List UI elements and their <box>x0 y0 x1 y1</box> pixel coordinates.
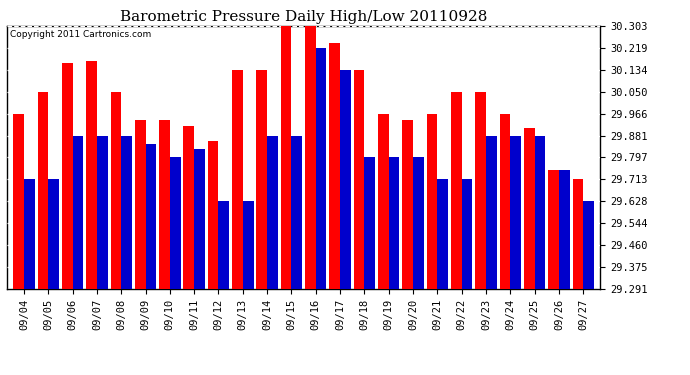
Bar <box>388 158 400 289</box>
Bar <box>486 136 497 289</box>
Bar <box>257 70 267 289</box>
Bar <box>316 48 326 289</box>
Bar <box>500 114 511 289</box>
Bar <box>219 201 229 289</box>
Bar <box>208 141 219 289</box>
Bar <box>426 114 437 289</box>
Bar <box>194 149 205 289</box>
Bar <box>121 136 132 289</box>
Bar <box>13 114 24 289</box>
Bar <box>305 26 316 289</box>
Bar <box>413 158 424 289</box>
Bar <box>475 92 486 289</box>
Bar <box>364 158 375 289</box>
Bar <box>267 136 278 289</box>
Title: Barometric Pressure Daily High/Low 20110928: Barometric Pressure Daily High/Low 20110… <box>120 10 487 24</box>
Bar <box>86 61 97 289</box>
Bar <box>451 92 462 289</box>
Bar <box>243 201 253 289</box>
Bar <box>135 120 146 289</box>
Bar <box>354 70 364 289</box>
Bar <box>159 120 170 289</box>
Bar <box>559 170 570 289</box>
Bar <box>281 26 291 289</box>
Bar <box>462 179 473 289</box>
Bar <box>573 179 583 289</box>
Bar <box>549 170 559 289</box>
Bar <box>72 136 83 289</box>
Bar <box>291 136 302 289</box>
Bar <box>340 70 351 289</box>
Bar <box>511 136 521 289</box>
Bar <box>184 126 194 289</box>
Bar <box>62 63 72 289</box>
Bar <box>232 70 243 289</box>
Bar <box>97 136 108 289</box>
Bar <box>110 92 121 289</box>
Bar <box>535 136 545 289</box>
Bar <box>329 43 340 289</box>
Bar <box>48 179 59 289</box>
Text: Copyright 2011 Cartronics.com: Copyright 2011 Cartronics.com <box>10 30 151 39</box>
Bar <box>37 92 48 289</box>
Bar <box>524 128 535 289</box>
Bar <box>402 120 413 289</box>
Bar <box>24 179 34 289</box>
Bar <box>170 158 181 289</box>
Bar <box>146 144 156 289</box>
Bar <box>437 179 448 289</box>
Bar <box>378 114 388 289</box>
Bar <box>583 201 594 289</box>
